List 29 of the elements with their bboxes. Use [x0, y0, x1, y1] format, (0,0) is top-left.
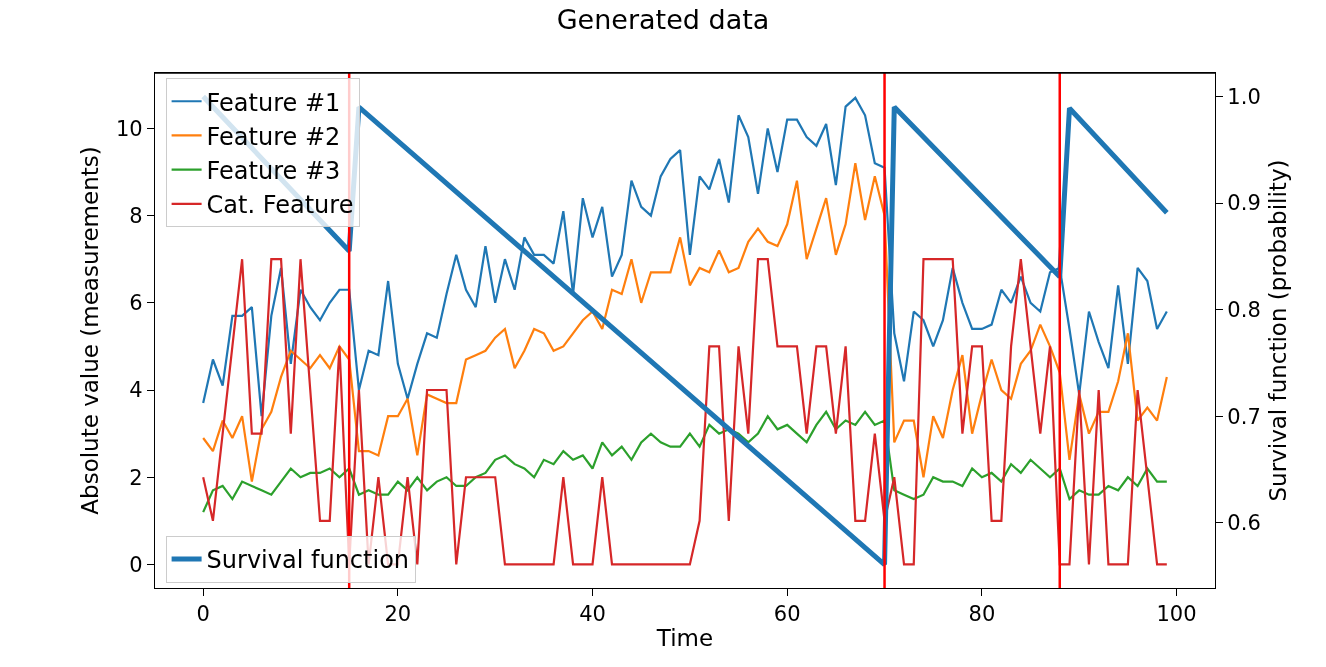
- y2-tick-label: 0.7: [1227, 404, 1261, 429]
- line-series: [202, 410, 1168, 514]
- x-tick-label: 80: [968, 602, 996, 627]
- y-tick-label: 2: [129, 465, 143, 490]
- legend-label: Feature #1: [206, 88, 341, 117]
- y2-tick-label: 1.0: [1227, 84, 1261, 109]
- legend-label: Survival function: [206, 546, 410, 575]
- y-axis-title: Absolute value (measurements): [77, 146, 104, 515]
- y-tick-label: 4: [129, 378, 143, 403]
- x-axis-title: Time: [655, 624, 714, 651]
- x-tick-label: 0: [196, 602, 210, 627]
- y2-axis-title: Survival function (probability): [1265, 159, 1292, 502]
- line-series: [202, 162, 1168, 483]
- x-tick-label: 20: [384, 602, 412, 627]
- y2-tick-label: 0.8: [1227, 298, 1261, 323]
- x-tick-label: 40: [579, 602, 606, 627]
- legend-label: Cat. Feature: [206, 191, 354, 220]
- line-series: [202, 258, 1168, 566]
- chart-title: Generated data: [556, 3, 770, 35]
- legend-label: Feature #2: [206, 122, 341, 151]
- x-tick-label: 100: [1156, 602, 1197, 627]
- y2-tick-label: 0.9: [1227, 191, 1261, 216]
- x-tick-label: 60: [773, 602, 801, 627]
- y-tick-label: 10: [115, 116, 143, 141]
- y-tick-label: 8: [129, 203, 143, 228]
- legend-label: Feature #3: [206, 157, 341, 186]
- y-tick-label: 6: [129, 291, 143, 316]
- y-tick-label: 0: [129, 552, 143, 577]
- y2-tick-label: 0.6: [1227, 511, 1261, 536]
